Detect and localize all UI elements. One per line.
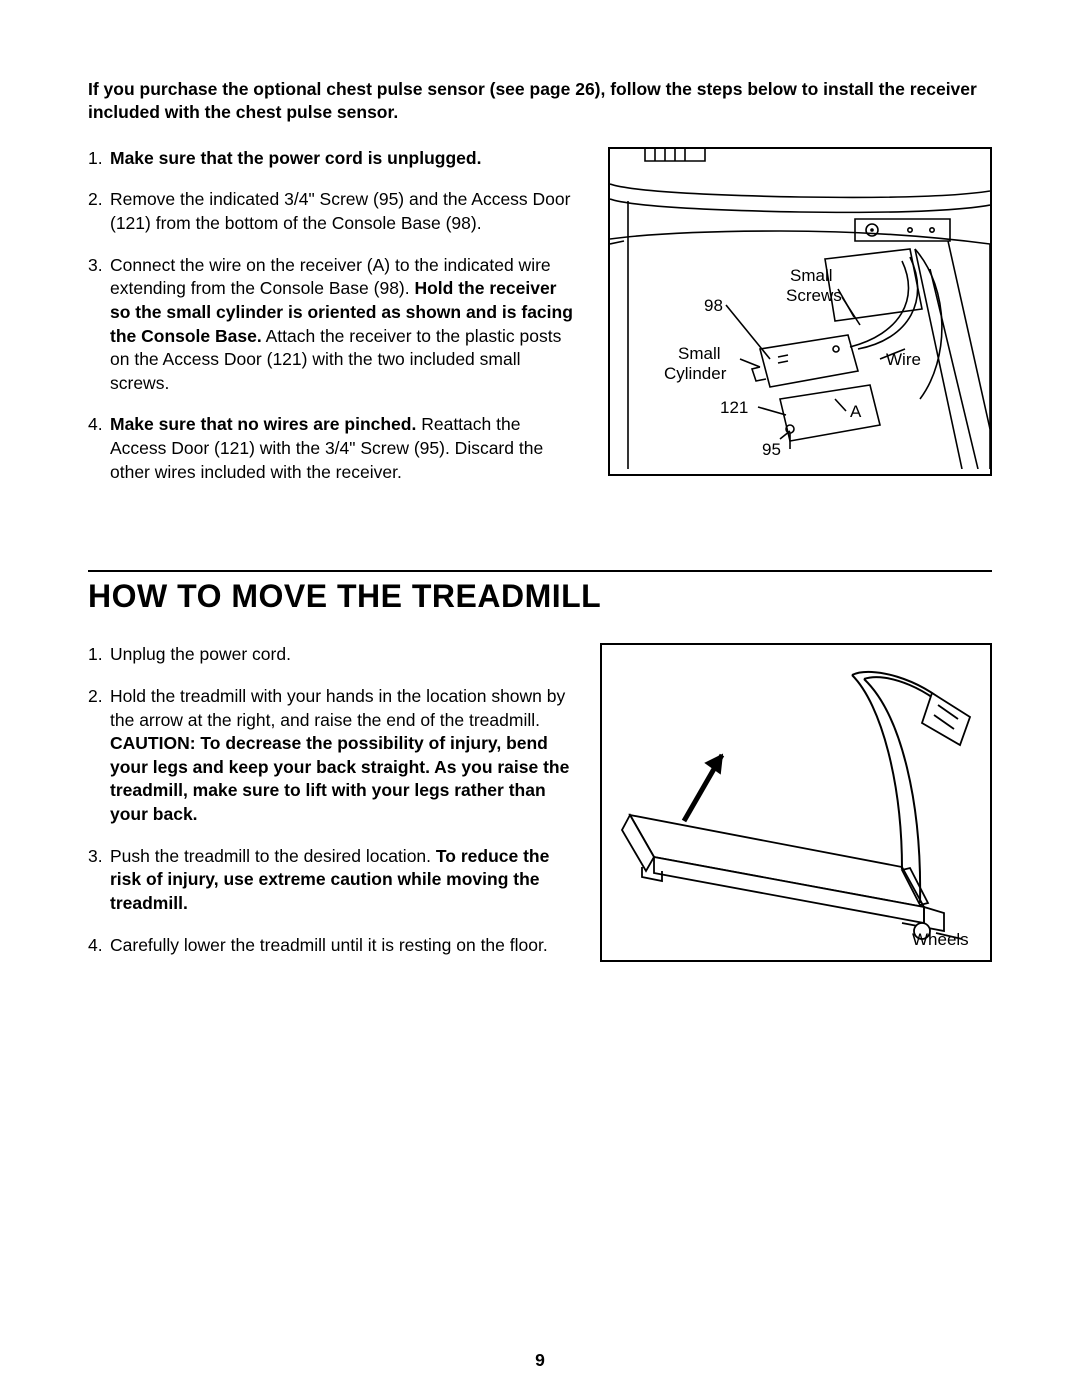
section-divider [88,570,992,572]
treadmill-move-diagram: Wheels [600,643,992,962]
step-number: 3. [88,845,110,916]
step-segment: Make sure that no wires are pinched. [110,414,416,434]
section2-title: HOW TO MOVE THE TREADMILL [88,578,992,615]
section1-diagram-col: SmallScrews98SmallCylinderWire121A95 [608,147,992,476]
step-segment: CAUTION: To decrease the possibility of … [110,733,569,824]
section2-diagram-col: Wheels [600,643,992,962]
step-segment: Push the treadmill to the desired locati… [110,846,436,866]
step-body: Make sure that no wires are pinched. Rea… [110,413,580,484]
step-body: Make sure that the power cord is unplugg… [110,147,580,171]
step-body: Unplug the power cord. [110,643,572,667]
section2-steps: 1.Unplug the power cord. 2.Hold the tread… [88,643,572,957]
step-number: 2. [88,685,110,827]
svg-text:121: 121 [720,398,748,417]
step-segment: Make sure that the power cord is unplugg… [110,148,481,168]
step-number: 4. [88,413,110,484]
step-segment: Carefully lower the treadmill until it i… [110,935,548,955]
step-number: 2. [88,188,110,235]
svg-text:Screws: Screws [786,286,842,305]
svg-text:98: 98 [704,296,723,315]
svg-text:Small: Small [790,266,833,285]
svg-text:A: A [850,402,862,421]
svg-text:Cylinder: Cylinder [664,364,727,383]
step-segment: Hold the treadmill with your hands in th… [110,686,565,730]
svg-text:95: 95 [762,440,781,459]
step-number: 4. [88,934,110,958]
step-body: Push the treadmill to the desired locati… [110,845,572,916]
section1-steps: 1.Make sure that the power cord is unplu… [88,147,580,485]
step-item: 1.Unplug the power cord. [88,643,572,667]
step-body: Hold the treadmill with your hands in th… [110,685,572,827]
step-body: Remove the indicated 3/4" Screw (95) and… [110,188,580,235]
step-segment: Unplug the power cord. [110,644,291,664]
step-item: 2.Hold the treadmill with your hands in … [88,685,572,827]
section1-row: 1.Make sure that the power cord is unplu… [88,147,992,503]
page-number: 9 [0,1350,1080,1371]
svg-text:Wheels: Wheels [912,930,969,949]
intro-text: If you purchase the optional chest pulse… [88,78,992,125]
svg-text:Wire: Wire [886,350,921,369]
step-item: 4.Make sure that no wires are pinched. R… [88,413,580,484]
step-number: 1. [88,147,110,171]
step-number: 3. [88,254,110,396]
step-body: Connect the wire on the receiver (A) to … [110,254,580,396]
step-item: 1.Make sure that the power cord is unplu… [88,147,580,171]
step-item: 2.Remove the indicated 3/4" Screw (95) a… [88,188,580,235]
section1-steps-col: 1.Make sure that the power cord is unplu… [88,147,580,503]
step-body: Carefully lower the treadmill until it i… [110,934,572,958]
step-item: 3.Push the treadmill to the desired loca… [88,845,572,916]
section2-steps-col: 1.Unplug the power cord. 2.Hold the tread… [88,643,572,975]
svg-text:Small: Small [678,344,721,363]
step-number: 1. [88,643,110,667]
step-item: 4.Carefully lower the treadmill until it… [88,934,572,958]
step-item: 3.Connect the wire on the receiver (A) t… [88,254,580,396]
console-base-diagram: SmallScrews98SmallCylinderWire121A95 [608,147,992,476]
step-segment: Remove the indicated 3/4" Screw (95) and… [110,189,570,233]
section2-row: 1.Unplug the power cord. 2.Hold the tread… [88,643,992,975]
